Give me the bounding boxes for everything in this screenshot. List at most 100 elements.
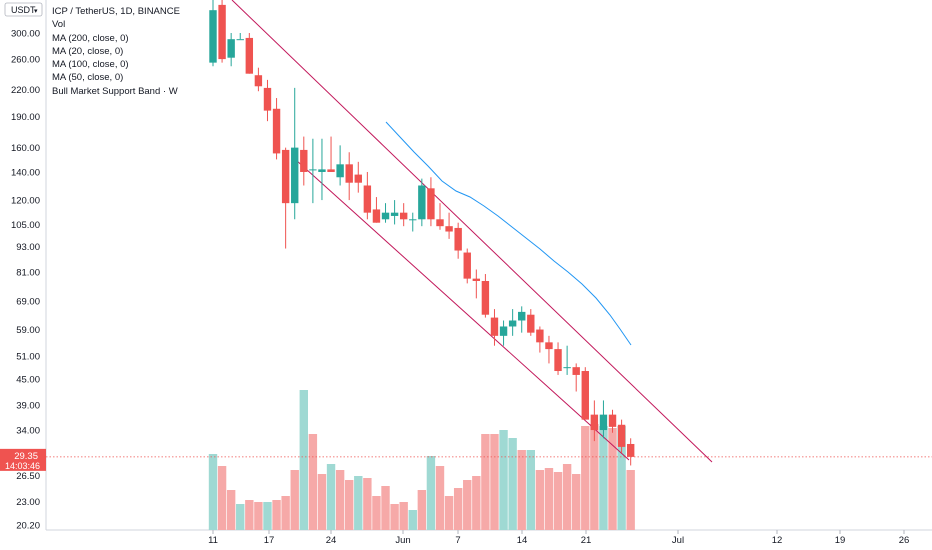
candle xyxy=(608,409,617,433)
candle-body xyxy=(608,414,617,427)
volume-bar xyxy=(381,486,390,530)
candle-body xyxy=(554,349,562,372)
moving-average-line xyxy=(385,121,632,346)
candle xyxy=(427,177,435,227)
volume-bar xyxy=(453,488,463,530)
volume-bar xyxy=(345,480,354,530)
candle-body xyxy=(599,414,608,431)
candle xyxy=(300,136,308,186)
candle-body xyxy=(626,443,635,457)
volume-bar xyxy=(372,496,381,530)
x-tick-label: 26 xyxy=(899,535,910,546)
candle-body xyxy=(572,367,580,375)
candle xyxy=(581,367,589,420)
volume-bar xyxy=(308,434,318,530)
y-tick-label: 20.20 xyxy=(16,521,40,532)
volume-bar xyxy=(535,470,545,530)
candle xyxy=(218,0,226,63)
volume-bar xyxy=(363,478,372,530)
candle-body xyxy=(527,314,535,333)
volume-bar xyxy=(354,476,363,530)
legend-item-bmsb[interactable]: Bull Market Support Band · W xyxy=(52,85,178,97)
volume-bar xyxy=(463,480,472,530)
y-tick-label: 105.00 xyxy=(11,220,40,231)
candle-body xyxy=(472,278,481,281)
candle-body xyxy=(499,326,508,336)
y-tick-label: 39.00 xyxy=(16,401,40,412)
candle-body xyxy=(445,226,453,232)
y-tick-label: 160.00 xyxy=(11,143,40,154)
volume-bar xyxy=(599,426,608,530)
channel-lower-line xyxy=(295,159,630,461)
y-tick-label: 34.00 xyxy=(16,426,40,437)
volume-bar xyxy=(581,426,590,530)
x-tick-label: 24 xyxy=(326,535,337,546)
candle xyxy=(463,248,471,284)
volume-bar xyxy=(444,496,454,530)
y-tick-label: 93.00 xyxy=(16,242,40,253)
candle xyxy=(263,79,272,122)
volume-bar xyxy=(426,456,436,530)
volume-bar xyxy=(236,504,245,530)
y-tick-label: 59.00 xyxy=(16,325,40,336)
y-tick-label: 300.00 xyxy=(11,29,40,40)
candle-body xyxy=(363,185,372,213)
candle-body xyxy=(427,188,435,220)
candle-body xyxy=(272,108,281,154)
volume-bar xyxy=(499,430,508,530)
candle xyxy=(418,178,426,227)
legend-item-ma200[interactable]: MA (200, close, 0) xyxy=(52,32,129,44)
y-tick-label: 140.00 xyxy=(11,167,40,178)
candle xyxy=(508,309,517,336)
chart-title: ICP / TetherUS, 1D, BINANCE xyxy=(52,6,180,17)
x-tick-label: Jun xyxy=(395,535,410,546)
y-tick-label: 190.00 xyxy=(11,112,40,123)
candle xyxy=(445,212,453,239)
candle-body xyxy=(518,311,526,321)
last-price-value: 29.35 xyxy=(14,451,38,462)
volume-bar xyxy=(299,390,308,530)
legend-item-ma20[interactable]: MA (20, close, 0) xyxy=(52,45,124,57)
candle-body xyxy=(390,212,399,216)
x-tick-label: Jul xyxy=(672,535,684,546)
candle-body xyxy=(281,149,290,204)
volume-bar xyxy=(508,438,517,530)
candle xyxy=(572,363,580,392)
candle xyxy=(309,138,317,204)
volume-bar xyxy=(290,470,299,530)
countdown-timer: 14:03:46 xyxy=(5,461,40,471)
volume-bar xyxy=(226,490,236,530)
y-tick-label: 81.00 xyxy=(16,267,40,278)
candle-body xyxy=(463,252,471,279)
volume-bar xyxy=(281,496,290,530)
candle xyxy=(454,222,462,259)
volume-bar xyxy=(417,490,427,530)
candle xyxy=(617,419,626,453)
candle-body xyxy=(508,320,517,327)
legend-item-ma50[interactable]: MA (50, close, 0) xyxy=(52,72,124,84)
volume-bar xyxy=(326,464,336,530)
x-tick-label: 7 xyxy=(455,535,460,546)
candle xyxy=(254,67,263,92)
candle xyxy=(272,98,281,160)
candle xyxy=(281,147,290,249)
volume-bar xyxy=(254,502,263,530)
candle-body xyxy=(436,219,444,227)
candle xyxy=(345,152,353,201)
candle xyxy=(436,203,444,230)
volume-bar xyxy=(590,424,599,530)
candle xyxy=(527,309,535,336)
candle-body xyxy=(318,169,326,172)
legend-item-vol[interactable]: Vol xyxy=(52,19,66,31)
candle xyxy=(399,203,408,227)
candle-body xyxy=(263,87,272,111)
candle-body xyxy=(454,227,462,251)
y-tick-label: 23.00 xyxy=(16,497,40,508)
candle-body xyxy=(218,4,226,60)
volume-bar xyxy=(408,510,417,530)
legend-item-ma100[interactable]: MA (100, close, 0) xyxy=(52,59,129,71)
candle-body xyxy=(245,37,254,74)
